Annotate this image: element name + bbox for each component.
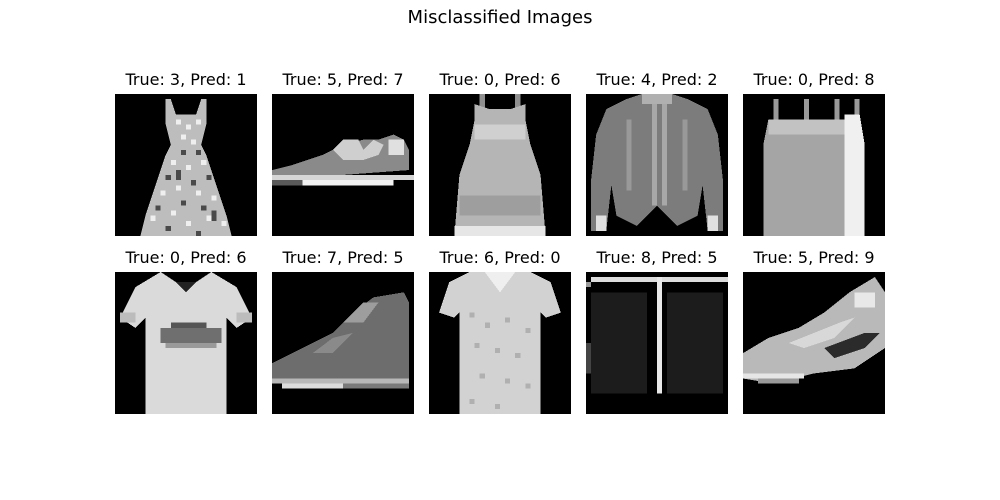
panel-title: True: 3, Pred: 1	[125, 70, 247, 89]
panel-title: True: 4, Pred: 2	[596, 70, 718, 89]
panel-6: True: 0, Pred: 6	[115, 248, 257, 414]
panel-title: True: 6, Pred: 0	[439, 248, 561, 267]
sneaker-image	[743, 272, 885, 414]
panel-title: True: 0, Pred: 8	[753, 70, 875, 89]
panel-5: True: 0, Pred: 8	[743, 70, 885, 236]
panel-3: True: 0, Pred: 6	[429, 70, 571, 236]
panel-title: True: 5, Pred: 7	[282, 70, 404, 89]
panel-7: True: 7, Pred: 5	[272, 248, 414, 414]
panel-title: True: 5, Pred: 9	[753, 248, 875, 267]
panel-title: True: 7, Pred: 5	[282, 248, 404, 267]
coat-image	[586, 94, 728, 236]
figure-title: Misclassified Images	[407, 7, 593, 28]
bag-image	[586, 272, 728, 414]
tank-top-image	[743, 94, 885, 236]
sandal-image	[272, 94, 414, 236]
panel-title: True: 8, Pred: 5	[596, 248, 718, 267]
panel-title: True: 0, Pred: 6	[125, 248, 247, 267]
sneaker-image	[272, 272, 414, 414]
dress-image	[115, 94, 257, 236]
sleeveless-top-image	[429, 94, 571, 236]
panel-8: True: 6, Pred: 0	[429, 248, 571, 414]
panel-1: True: 3, Pred: 1	[115, 70, 257, 236]
panel-9: True: 8, Pred: 5	[586, 248, 728, 414]
panel-4: True: 4, Pred: 2	[586, 70, 728, 236]
blouse-image	[429, 272, 571, 414]
panel-10: True: 5, Pred: 9	[743, 248, 885, 414]
t-shirt-image	[115, 272, 257, 414]
panel-title: True: 0, Pred: 6	[439, 70, 561, 89]
panel-2: True: 5, Pred: 7	[272, 70, 414, 236]
